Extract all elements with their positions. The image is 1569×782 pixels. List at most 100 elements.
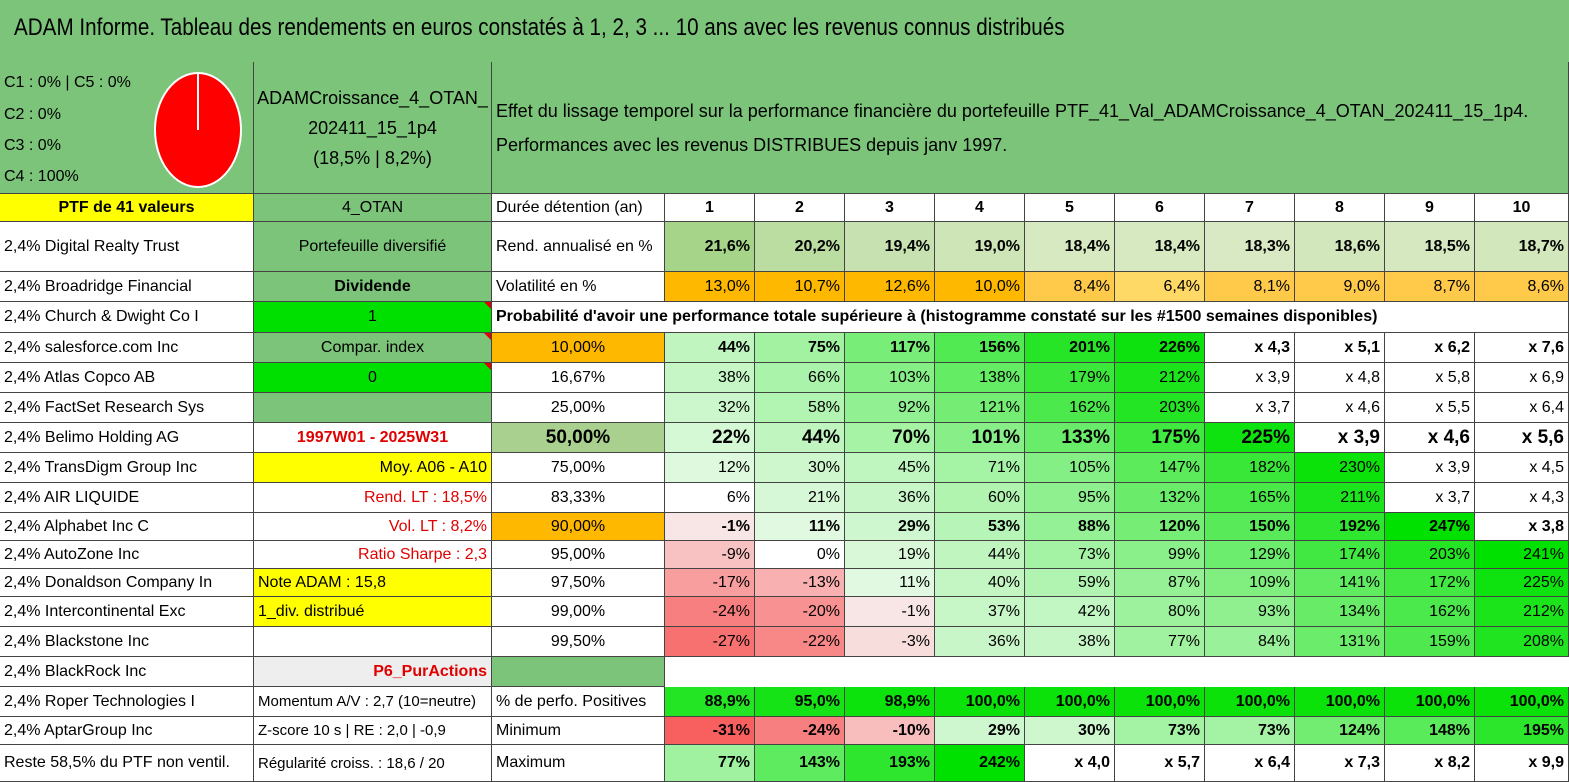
holding-17: Reste 58,5% du PTF non ventil.: [0, 745, 254, 782]
year-header-6: 6: [1115, 194, 1205, 222]
info-cell-7: Moy. A06 - A10: [254, 453, 492, 483]
prob-threshold-1: 16,67%: [492, 363, 665, 393]
prob-value-4-10: x 4,5: [1475, 453, 1569, 483]
info-cell-15: Momentum A/V : 2,7 (10=neutre): [254, 687, 492, 717]
vol-label: Volatilité en %: [492, 272, 665, 302]
pos-value-1: 88,9%: [665, 687, 755, 717]
effect-line1: Effet du lissage temporel sur la perform…: [496, 100, 1529, 121]
prob-value-10-10: 208%: [1475, 627, 1569, 657]
prob-value-6-4: 53%: [935, 513, 1025, 541]
prob-threshold-6: 90,00%: [492, 513, 665, 541]
min-value-6: 73%: [1115, 717, 1205, 745]
prob-value-0-2: 75%: [755, 333, 845, 363]
rend-label: Rend. annualisé en %: [492, 222, 665, 272]
year-header-8: 8: [1295, 194, 1385, 222]
prob-value-7-9: 203%: [1385, 541, 1475, 569]
prob-value-0-6: 226%: [1115, 333, 1205, 363]
prob-value-2-8: x 4,6: [1295, 393, 1385, 423]
year-header-10: 10: [1475, 194, 1569, 222]
ptf-label: PTF de 41 valeurs: [0, 194, 254, 222]
year-header-7: 7: [1205, 194, 1295, 222]
holding-7: 2,4% TransDigm Group Inc: [0, 453, 254, 483]
prob-value-4-5: 105%: [1025, 453, 1115, 483]
prob-value-4-9: x 3,9: [1385, 453, 1475, 483]
min-label: Minimum: [492, 717, 665, 745]
max-value-4: 242%: [935, 745, 1025, 782]
rend-value-10: 18,7%: [1475, 222, 1569, 272]
pos-value-5: 100,0%: [1025, 687, 1115, 717]
legend-c4: C4 : 100%: [4, 168, 79, 185]
prob-value-8-10: 225%: [1475, 569, 1569, 597]
max-value-3: 193%: [845, 745, 935, 782]
prob-value-10-5: 38%: [1025, 627, 1115, 657]
otan-label: 4_OTAN: [254, 194, 492, 222]
info-cell-5: [254, 393, 492, 423]
holding-8: 2,4% AIR LIQUIDE: [0, 483, 254, 513]
holding-10: 2,4% AutoZone Inc: [0, 541, 254, 569]
prob-value-10-2: -22%: [755, 627, 845, 657]
info-cell-11: Note ADAM : 15,8: [254, 569, 492, 597]
portfolio-name-line1: ADAMCroissance_4_OTAN_: [257, 87, 488, 108]
prob-value-9-10: 212%: [1475, 597, 1569, 627]
prob-value-0-9: x 6,2: [1385, 333, 1475, 363]
prob-value-0-10: x 7,6: [1475, 333, 1569, 363]
pos-value-10: 100,0%: [1475, 687, 1569, 717]
prob-threshold-0: 10,00%: [492, 333, 665, 363]
holding-2: 2,4% Church & Dwight Co I: [0, 302, 254, 333]
prob-value-7-4: 44%: [935, 541, 1025, 569]
prob-value-8-8: 141%: [1295, 569, 1385, 597]
rend-value-3: 19,4%: [845, 222, 935, 272]
prob-value-6-2: 11%: [755, 513, 845, 541]
prob-value-9-8: 134%: [1295, 597, 1385, 627]
legend-c3: C3 : 0%: [4, 137, 61, 154]
portfolio-name-line3: (18,5% | 8,2%): [313, 147, 432, 168]
prob-value-10-8: 131%: [1295, 627, 1385, 657]
min-value-9: 148%: [1385, 717, 1475, 745]
prob-value-2-9: x 5,5: [1385, 393, 1475, 423]
prob-value-0-7: x 4,3: [1205, 333, 1295, 363]
prob-value-7-10: 241%: [1475, 541, 1569, 569]
prob-value-3-8: x 3,9: [1295, 423, 1385, 453]
prob-value-4-6: 147%: [1115, 453, 1205, 483]
rend-value-8: 18,6%: [1295, 222, 1385, 272]
prob-label: Probabilité d'avoir une performance tota…: [492, 302, 1569, 333]
empty-row-area: [665, 657, 1569, 687]
effect-description-block: Effet du lissage temporel sur la perform…: [492, 62, 1569, 194]
prob-threshold-10: 99,50%: [492, 627, 665, 657]
prob-value-9-9: 162%: [1385, 597, 1475, 627]
info-cell-3: Compar. index: [254, 333, 492, 363]
prob-value-7-2: 0%: [755, 541, 845, 569]
vol-value-3: 12,6%: [845, 272, 935, 302]
prob-value-6-9: 247%: [1385, 513, 1475, 541]
pos-value-3: 98,9%: [845, 687, 935, 717]
prob-value-5-2: 21%: [755, 483, 845, 513]
prob-value-2-2: 58%: [755, 393, 845, 423]
prob-value-8-7: 109%: [1205, 569, 1295, 597]
prob-value-5-4: 60%: [935, 483, 1025, 513]
year-header-4: 4: [935, 194, 1025, 222]
info-cell-0: Portefeuille diversifié: [254, 222, 492, 272]
info-cell-12: 1_div. distribué: [254, 597, 492, 627]
info-cell-14: P6_PurActions: [254, 657, 492, 687]
min-value-4: 29%: [935, 717, 1025, 745]
prob-value-9-4: 37%: [935, 597, 1025, 627]
rend-value-1: 21,6%: [665, 222, 755, 272]
pos-value-6: 100,0%: [1115, 687, 1205, 717]
rend-value-2: 20,2%: [755, 222, 845, 272]
year-header-1: 1: [665, 194, 755, 222]
pos-value-9: 100,0%: [1385, 687, 1475, 717]
prob-threshold-9: 99,00%: [492, 597, 665, 627]
prob-value-10-6: 77%: [1115, 627, 1205, 657]
rend-value-7: 18,3%: [1205, 222, 1295, 272]
legend-c2: C2 : 0%: [4, 106, 61, 123]
vol-value-9: 8,7%: [1385, 272, 1475, 302]
prob-value-6-10: x 3,8: [1475, 513, 1569, 541]
prob-value-4-3: 45%: [845, 453, 935, 483]
prob-value-9-7: 93%: [1205, 597, 1295, 627]
report-title: ADAM Informe. Tableau des rendements en …: [14, 14, 1065, 41]
prob-value-5-7: 165%: [1205, 483, 1295, 513]
prob-value-10-1: -27%: [665, 627, 755, 657]
prob-value-1-3: 103%: [845, 363, 935, 393]
prob-value-3-9: x 4,6: [1385, 423, 1475, 453]
info-cell-13: [254, 627, 492, 657]
